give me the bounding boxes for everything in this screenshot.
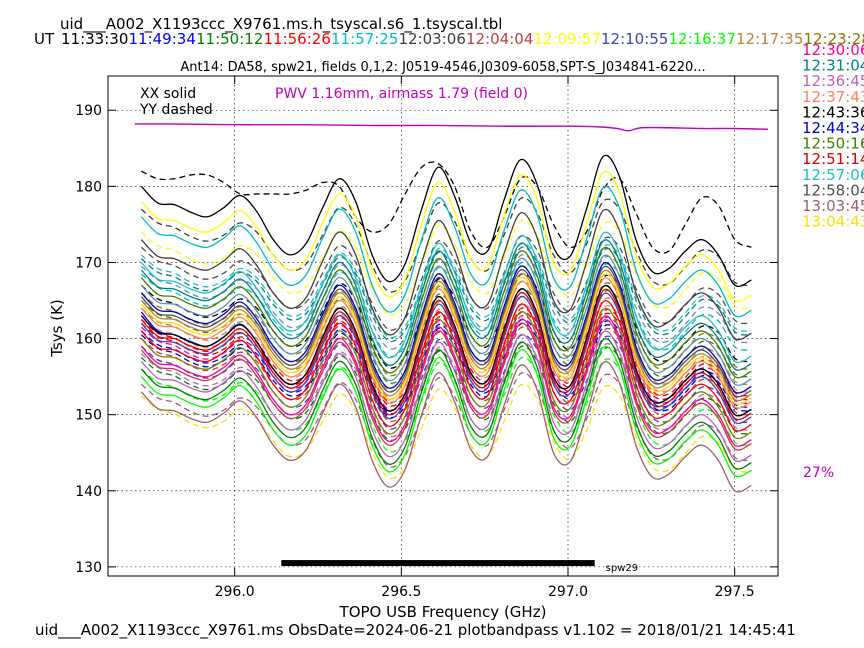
series-line-solid: [140, 262, 752, 394]
series-line-solid: [140, 300, 752, 432]
series-line-solid: [140, 361, 752, 493]
x-tick-label: 296.5: [381, 584, 421, 600]
side-legend-entry: 12:37:43: [802, 88, 864, 106]
series-line-solid: [140, 170, 752, 303]
series-layer: [140, 154, 752, 493]
ut-time-entry: 12:03:06: [399, 30, 466, 48]
side-legend-entry: 13:03:45: [802, 197, 864, 215]
side-legend: 12:30:0612:31:0412:36:4512:37:4312:43:36…: [802, 41, 864, 231]
series-line-solid: [140, 246, 752, 379]
y-tick-label: 190: [75, 103, 102, 119]
pwv-annotation: PWV 1.16mm, airmass 1.79 (field 0): [275, 86, 528, 102]
series-line-dashed: [140, 383, 752, 480]
x-tick-label: 297.5: [715, 584, 755, 600]
ut-time-entry: 12:09:57: [534, 30, 601, 48]
series-line-solid: [140, 284, 752, 417]
y-tick-label: 140: [75, 484, 102, 500]
side-legend-entry: 12:43:36: [802, 103, 864, 121]
series-line-solid: [140, 338, 752, 470]
side-legend-entry: 12:30:06: [802, 41, 864, 59]
spw-bar: spw29: [281, 560, 638, 574]
side-legend-entry: 13:04:43: [802, 213, 864, 231]
ut-time-entry: 12:16:37: [669, 30, 736, 48]
side-legend-entry: 12:31:04: [802, 57, 864, 75]
x-tick-label: 296.0: [215, 584, 255, 600]
ut-time-entry: 12:17:35: [736, 30, 803, 48]
side-legend-entry: 12:57:06: [802, 166, 864, 184]
series-line-solid: [140, 307, 752, 440]
figure-title: uid___A002_X1193ccc_X9761.ms.h_tsyscal.s…: [60, 15, 502, 34]
series-line-solid: [140, 288, 752, 421]
side-legend-entry: 12:58:04: [802, 181, 864, 199]
series-line-solid: [140, 319, 752, 451]
series-line-solid: [140, 254, 752, 386]
plot-title: Ant14: DA58, spw21, fields 0,1,2: J0519-…: [180, 60, 705, 75]
series-line-solid: [140, 239, 752, 371]
series-line-solid: [140, 231, 752, 364]
legend-note-solid: XX solid: [140, 86, 196, 102]
ut-time-entry: 11:57:25: [331, 30, 398, 48]
y-axis-label: Tsys (K): [48, 299, 66, 358]
series-line-solid: [140, 315, 752, 447]
y-tick-label: 150: [75, 408, 102, 424]
ut-time-entry: 11:56:26: [264, 30, 331, 48]
spw-bar-label: spw29: [606, 563, 638, 574]
plot-area: [108, 76, 778, 576]
series-line-solid: [140, 208, 752, 341]
series-line-solid: [140, 154, 752, 287]
legend-note-dashed: YY dashed: [139, 102, 213, 118]
transmission-layer: [134, 123, 769, 132]
x-tick-label: 297.0: [548, 584, 588, 600]
ut-time-entry: 11:49:34: [129, 30, 196, 48]
footer-text: uid___A002_X1193ccc_X9761.ms ObsDate=202…: [35, 621, 796, 640]
plot-frame: [107, 75, 779, 577]
ut-time-entry: 12:23:28: [804, 30, 864, 48]
series-line-solid: [140, 345, 752, 478]
series-line-solid: [140, 330, 752, 463]
ut-label: UT: [34, 30, 55, 48]
y-tick-label: 160: [75, 332, 102, 348]
ut-time-entry: 11:50:12: [196, 30, 263, 48]
series-line-solid: [140, 292, 752, 424]
ut-time-entry: 11:33:30: [61, 30, 128, 48]
axis-ticks: 296.0 296.5 297.0 297.5 130 140 150 160 170 180 19…: [75, 76, 778, 600]
side-legend-entry: 12:44:34: [802, 119, 864, 137]
ut-time-entry: 12:10:55: [601, 30, 668, 48]
y-tick-label: 180: [75, 179, 102, 195]
series-line-dashed: [140, 235, 752, 331]
spw-bar-rect: [281, 560, 595, 567]
ut-time-list: 11:33:30 11:49:34 11:50:12 11:56:26 11:57:25…: [61, 30, 864, 48]
side-legend-entry: 12:36:45: [802, 72, 864, 90]
side-legend-entry: 12:51:14: [802, 150, 864, 168]
side-legend-entry: 12:50:16: [802, 135, 864, 153]
y-tick-label: 130: [75, 560, 102, 576]
series-line-solid: [140, 265, 752, 398]
transmission-line: [134, 123, 769, 132]
y-tick-label: 170: [75, 255, 102, 271]
series-line-dashed: [141, 161, 752, 254]
series-line-solid: [140, 273, 752, 405]
ut-time-entry: 12:04:04: [466, 30, 533, 48]
series-line-solid: [140, 277, 752, 409]
series-line-solid: [140, 185, 752, 318]
x-axis-label: TOPO USB Frequency (GHz): [339, 603, 547, 621]
series-line-solid: [140, 269, 752, 402]
percent-label: 27%: [803, 465, 834, 481]
